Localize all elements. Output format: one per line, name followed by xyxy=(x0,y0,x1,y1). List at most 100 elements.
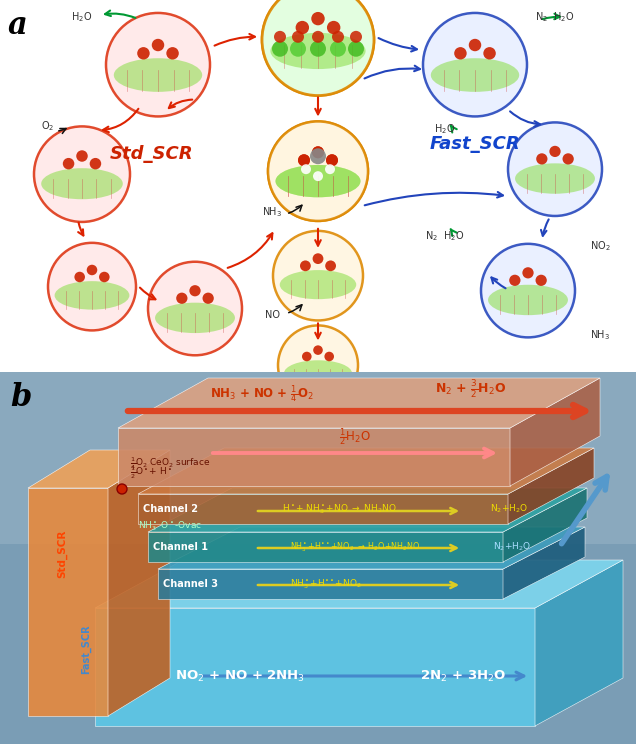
Circle shape xyxy=(148,262,242,356)
Circle shape xyxy=(325,164,335,174)
Circle shape xyxy=(262,0,374,95)
Circle shape xyxy=(300,260,311,272)
Circle shape xyxy=(509,275,520,286)
Text: NH$_3$: NH$_3$ xyxy=(262,205,282,219)
Circle shape xyxy=(202,292,214,304)
Circle shape xyxy=(522,267,534,278)
Circle shape xyxy=(310,148,326,164)
Ellipse shape xyxy=(330,41,346,57)
Text: H$_2$O: H$_2$O xyxy=(434,123,455,136)
Ellipse shape xyxy=(310,41,326,57)
Circle shape xyxy=(296,21,309,34)
Circle shape xyxy=(278,325,358,405)
Circle shape xyxy=(562,153,574,164)
Ellipse shape xyxy=(348,41,364,57)
Polygon shape xyxy=(158,527,585,569)
Text: NH$_3$ + NO + $\frac{1}{4}$O$_2$: NH$_3$ + NO + $\frac{1}{4}$O$_2$ xyxy=(210,383,314,405)
Ellipse shape xyxy=(270,33,366,69)
Ellipse shape xyxy=(155,303,235,333)
Circle shape xyxy=(152,39,164,51)
Text: N$_2$  H$_2$O: N$_2$ H$_2$O xyxy=(425,229,465,243)
Text: a: a xyxy=(8,10,28,41)
Ellipse shape xyxy=(332,31,344,43)
Circle shape xyxy=(313,345,323,355)
Circle shape xyxy=(298,154,310,166)
Circle shape xyxy=(34,126,130,222)
Circle shape xyxy=(550,146,561,157)
Circle shape xyxy=(298,154,310,166)
Polygon shape xyxy=(158,569,503,599)
Text: O$_2$: O$_2$ xyxy=(41,120,55,133)
Ellipse shape xyxy=(41,168,123,199)
Circle shape xyxy=(312,147,324,158)
Circle shape xyxy=(301,164,311,174)
Circle shape xyxy=(137,47,149,60)
Text: NO$_2$: NO$_2$ xyxy=(590,239,611,253)
Text: NH$_3$: NH$_3$ xyxy=(590,329,610,342)
Text: Channel 1: Channel 1 xyxy=(153,542,208,552)
Circle shape xyxy=(423,13,527,117)
Text: Channel 2: Channel 2 xyxy=(143,504,198,514)
Text: H$^\bullet$+ NH$_3^\bullet$+NO $\rightarrow$ NH$_2$NO: H$^\bullet$+ NH$_3^\bullet$+NO $\rightar… xyxy=(282,502,397,516)
Text: b: b xyxy=(10,382,31,413)
Circle shape xyxy=(302,352,312,362)
Ellipse shape xyxy=(284,360,352,386)
Circle shape xyxy=(106,13,210,117)
Circle shape xyxy=(481,244,575,337)
Ellipse shape xyxy=(488,285,568,315)
Text: $\frac{1}{2}$H$_2$O: $\frac{1}{2}$H$_2$O xyxy=(339,426,371,448)
Circle shape xyxy=(86,265,97,275)
Text: Fast_SCR: Fast_SCR xyxy=(430,135,520,153)
Circle shape xyxy=(326,154,338,166)
Circle shape xyxy=(262,0,374,95)
Polygon shape xyxy=(535,560,623,726)
Polygon shape xyxy=(28,450,170,488)
Circle shape xyxy=(74,272,85,282)
Text: N$_2$+H$_2$O: N$_2$+H$_2$O xyxy=(490,503,529,516)
Ellipse shape xyxy=(290,41,306,57)
Text: NH$_3^\bullet$+H$^{\bullet\bullet}$+NO$_2$ $\rightarrow$ H$_2$O+NH$_2$NO: NH$_3^\bullet$+H$^{\bullet\bullet}$+NO$_… xyxy=(290,540,420,554)
Bar xyxy=(0,372,636,544)
Polygon shape xyxy=(118,428,510,486)
Polygon shape xyxy=(148,532,503,562)
Text: NH$_3^\bullet$ O$^\bullet$-Ovac: NH$_3^\bullet$ O$^\bullet$-Ovac xyxy=(138,519,202,533)
Circle shape xyxy=(325,260,336,272)
Text: Std_SCR: Std_SCR xyxy=(57,530,67,578)
Text: 2N$_2$ + 3H$_2$O: 2N$_2$ + 3H$_2$O xyxy=(420,668,506,684)
Polygon shape xyxy=(510,378,600,486)
Text: Channel 3: Channel 3 xyxy=(163,579,218,589)
Text: NH$_3^\bullet$+H$^{\bullet\bullet}$+NO$_2$: NH$_3^\bullet$+H$^{\bullet\bullet}$+NO$_… xyxy=(290,577,362,591)
Ellipse shape xyxy=(515,164,595,193)
Polygon shape xyxy=(108,450,170,716)
Ellipse shape xyxy=(350,31,362,43)
Circle shape xyxy=(536,275,547,286)
Circle shape xyxy=(324,352,334,362)
Circle shape xyxy=(273,231,363,321)
Text: Fast_SCR: Fast_SCR xyxy=(81,624,91,674)
Circle shape xyxy=(469,39,481,51)
Text: $\frac{1}{4}$O$_2$ CeO$_2$ surface: $\frac{1}{4}$O$_2$ CeO$_2$ surface xyxy=(130,455,211,472)
Circle shape xyxy=(99,272,109,282)
Polygon shape xyxy=(503,527,585,599)
Ellipse shape xyxy=(292,31,304,43)
Circle shape xyxy=(176,292,188,304)
Polygon shape xyxy=(138,494,508,524)
Text: N$_2$+H$_2$O: N$_2$+H$_2$O xyxy=(493,541,531,554)
Circle shape xyxy=(167,47,179,60)
Circle shape xyxy=(90,158,101,170)
Circle shape xyxy=(268,121,368,221)
Text: N$_2$  H$_2$O: N$_2$ H$_2$O xyxy=(536,10,575,24)
Text: NO: NO xyxy=(265,310,279,321)
Text: NO$_2$ + NO + 2NH$_3$: NO$_2$ + NO + 2NH$_3$ xyxy=(175,668,305,684)
Circle shape xyxy=(326,154,338,166)
Circle shape xyxy=(48,243,136,330)
Polygon shape xyxy=(148,488,587,532)
Circle shape xyxy=(311,12,325,25)
Circle shape xyxy=(76,150,88,161)
Text: $\frac{1}{2}$O$^\bullet$+ H$^\bullet$: $\frac{1}{2}$O$^\bullet$+ H$^\bullet$ xyxy=(130,465,172,481)
Ellipse shape xyxy=(312,31,324,43)
Circle shape xyxy=(536,153,548,164)
Circle shape xyxy=(454,47,467,60)
Polygon shape xyxy=(508,448,594,524)
Text: N$_2$ + $\frac{3}{2}$H$_2$O: N$_2$ + $\frac{3}{2}$H$_2$O xyxy=(435,378,506,400)
